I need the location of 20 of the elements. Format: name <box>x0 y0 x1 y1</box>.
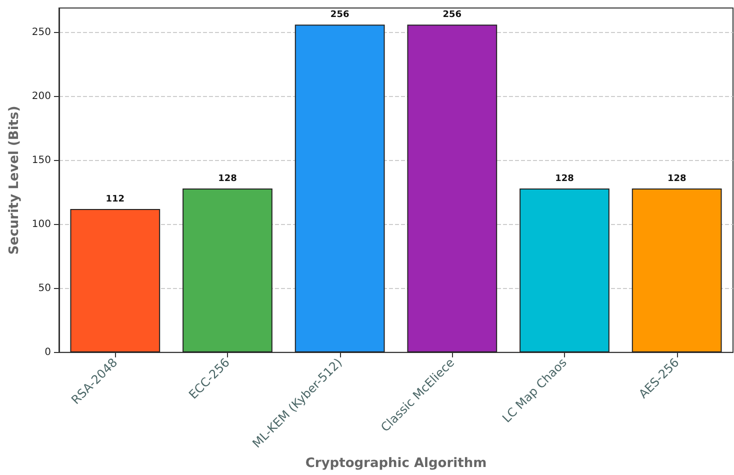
y-tick-label: 200 <box>32 90 51 102</box>
data-label: 112 <box>106 194 125 205</box>
data-label: 128 <box>667 174 686 184</box>
bar <box>407 24 498 352</box>
data-label: 128 <box>218 174 237 184</box>
bar <box>182 188 272 352</box>
y-axis-title: Security Level (Bits) <box>7 106 22 255</box>
data-label: 256 <box>442 10 462 20</box>
bar <box>294 24 385 352</box>
data-label: 128 <box>555 174 574 184</box>
y-tick-label: 150 <box>32 154 51 166</box>
bar <box>632 188 722 352</box>
bar <box>70 209 160 352</box>
y-tick-label: 250 <box>32 26 51 38</box>
y-tick-label: 50 <box>38 282 51 294</box>
y-tick-label: 100 <box>32 218 51 230</box>
x-axis-title: Cryptographic Algorithm <box>305 456 487 471</box>
data-label: 256 <box>330 10 350 20</box>
bar <box>520 188 610 352</box>
y-tick-label: 0 <box>44 346 51 358</box>
